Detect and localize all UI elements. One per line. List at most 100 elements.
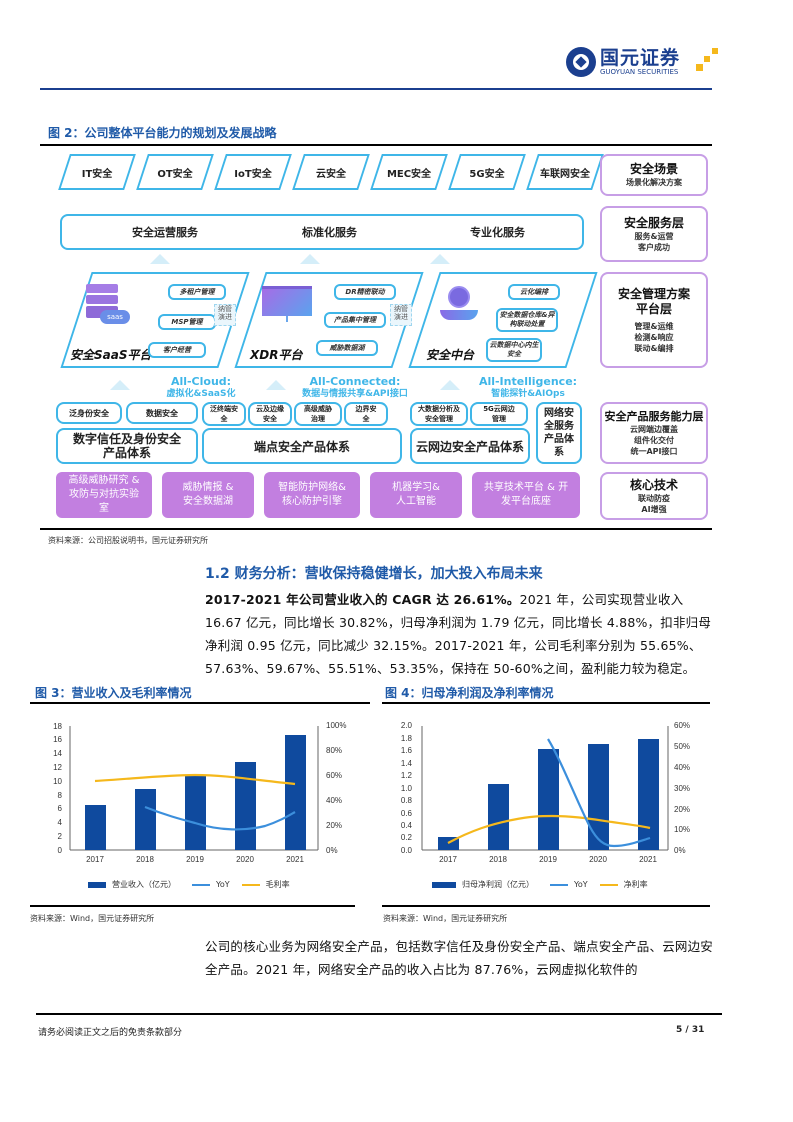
product-group-identity: 数字信任及身份安全产品体系 (56, 428, 198, 464)
product-item: 5G云网边管理 (470, 402, 528, 426)
svg-text:60%: 60% (674, 721, 690, 730)
svg-text:2019: 2019 (186, 855, 204, 862)
service-label: 专业化服务 (470, 226, 525, 239)
figure3-title: 图 3：营业收入及毛利率情况 (35, 686, 192, 700)
svg-text:0.0: 0.0 (401, 846, 413, 855)
product-item: 数据安全 (126, 402, 198, 424)
svg-text:18: 18 (53, 722, 62, 731)
svg-text:2017: 2017 (439, 855, 457, 862)
platform-tag: 产品集中管理 (324, 312, 386, 328)
platform-tag: 威胁数据湖 (316, 340, 378, 356)
core-tech-box: 机器学习& 人工智能 (370, 472, 462, 518)
platform-diagram: IT安全 OT安全 IoT安全 云安全 MEC安全 5G安全 车联网安全 安全运… (40, 148, 712, 528)
revenue-yoy-line (144, 805, 296, 831)
network-service-products: 网络安全服务产品体系 (536, 402, 582, 464)
svg-text:0: 0 (58, 846, 63, 855)
globe-hand-icon (440, 286, 478, 320)
legend-line-swatch (241, 883, 260, 886)
up-arrow-icon (150, 254, 170, 264)
svg-text:2021: 2021 (286, 855, 304, 862)
svg-text:8: 8 (58, 791, 63, 800)
net-profit-yoy-line (547, 738, 651, 848)
product-group-cloud-edge: 云网边安全产品体系 (410, 428, 530, 464)
product-item: 大数据分析及安全管理 (410, 402, 468, 426)
up-arrow-icon (300, 254, 320, 264)
section-paragraph-1: 2017-2021 年公司营业收入的 CAGR 达 26.61%。2021 年，… (205, 588, 715, 680)
figure2-bottom-rule (40, 528, 712, 530)
platform-tag: DR精密联动 (334, 284, 396, 300)
layer-core-tech: 核心技术 联动防疫 AI增强 (600, 472, 708, 520)
figure4-source: 资料来源：Wind，国元证券研究所 (383, 914, 508, 923)
legend-line-swatch (599, 883, 618, 886)
logo-square-decoration (696, 64, 703, 71)
product-item: 云及边缘安全 (248, 402, 292, 426)
svg-text:0.6: 0.6 (401, 809, 413, 818)
up-arrow-icon (110, 380, 130, 390)
svg-text:12: 12 (53, 763, 62, 772)
paragraph-bold-lead: 2017-2021 年公司营业收入的 CAGR 达 26.61%。 (205, 592, 520, 607)
svg-text:0.8: 0.8 (401, 796, 413, 805)
legend-bar-swatch (88, 881, 106, 888)
core-tech-box: 威胁情报 & 安全数据湖 (162, 472, 254, 518)
product-item: 高级威胁治理 (294, 402, 342, 426)
core-tech-box: 智能防护网络& 核心防护引擎 (264, 472, 360, 518)
svg-text:10: 10 (53, 777, 62, 786)
svg-text:0.2: 0.2 (401, 833, 413, 842)
svg-text:100%: 100% (326, 721, 346, 730)
legend-bar-swatch (432, 881, 456, 888)
paragraph-body: 2021 年，公司实现营业收入 16.67 亿元，同比增长 30.82%，归母净… (205, 592, 712, 676)
platform-tag: 多租户管理 (168, 284, 226, 300)
saas-server-icon: saas (86, 284, 130, 324)
all-connected-label: All-Connected: 数据与情报共享&API接口 (302, 375, 408, 400)
figure2-source: 资料来源：公司招股说明书，国元证券研究所 (48, 536, 208, 545)
svg-text:10%: 10% (674, 825, 690, 834)
section-heading: 1.2 财务分析：营收保持稳健增长，加大投入布局未来 (205, 566, 543, 582)
layer-scenario: 安全场景 场景化解决方案 (600, 154, 708, 196)
platform-tag: MSP管理 (158, 314, 216, 330)
svg-text:16: 16 (53, 735, 62, 744)
figure3-legend: 营业收入（亿元） YoY 毛利率 (88, 879, 290, 890)
svg-text:20%: 20% (326, 821, 342, 830)
svg-text:60%: 60% (326, 771, 342, 780)
svg-text:2020: 2020 (236, 855, 254, 862)
scenario-label: IT安全 (81, 168, 113, 180)
up-arrow-icon (430, 254, 450, 264)
svg-text:1.8: 1.8 (401, 734, 413, 743)
figure2-title: 图 2：公司整体平台能力的规划及发展战略 (48, 126, 277, 140)
scenario-label: IoT安全 (234, 168, 272, 180)
platform-tag: 云数据中心内生安全 (486, 338, 542, 362)
company-name-en: GUOYUAN SECURITIES (600, 67, 679, 76)
scenario-label: 5G安全 (469, 168, 505, 180)
up-arrow-icon (440, 380, 460, 390)
svg-text:1.2: 1.2 (401, 771, 413, 780)
services-bar: 安全运营服务 标准化服务 专业化服务 (60, 214, 584, 250)
product-item: 边界安全 (344, 402, 388, 426)
logo-square-decoration (704, 56, 710, 62)
svg-text:1.0: 1.0 (401, 784, 413, 793)
svg-text:0%: 0% (674, 846, 686, 855)
platform-tag: 安全数据仓库&异构联动处置 (496, 308, 558, 332)
svg-text:2019: 2019 (539, 855, 557, 862)
core-tech-box: 共享技术平台 & 开发平台底座 (472, 472, 580, 518)
scenario-label: 车联网安全 (540, 168, 590, 180)
svg-text:2: 2 (58, 832, 63, 841)
svg-text:2020: 2020 (589, 855, 607, 862)
figure3-rule (30, 702, 370, 704)
scenario-label: MEC安全 (386, 168, 432, 180)
evolution-chevron: 纳管 演进 (390, 304, 412, 326)
figure2-rule (40, 144, 712, 146)
svg-text:0.4: 0.4 (401, 821, 413, 830)
net-profit-bars (438, 739, 659, 850)
layer-product-capability: 安全产品服务能力层 云网端边覆盖 组件化交付 统一API接口 (600, 402, 708, 464)
evolution-chevron: 纳管 演进 (214, 304, 236, 326)
svg-text:2.0: 2.0 (401, 721, 413, 730)
svg-text:0%: 0% (326, 846, 338, 855)
core-tech-box: 高级威胁研究 & 攻防与对抗实验室 (56, 472, 152, 518)
platform-center-label: 安全中台 (426, 348, 475, 362)
svg-text:2018: 2018 (489, 855, 507, 862)
svg-text:4: 4 (58, 818, 63, 827)
svg-text:14: 14 (53, 749, 62, 758)
platform-saas-label: 安全SaaS平台 (70, 348, 152, 362)
svg-text:2021: 2021 (639, 855, 657, 862)
layer-service: 安全服务层 服务&运营 客户成功 (600, 206, 708, 262)
